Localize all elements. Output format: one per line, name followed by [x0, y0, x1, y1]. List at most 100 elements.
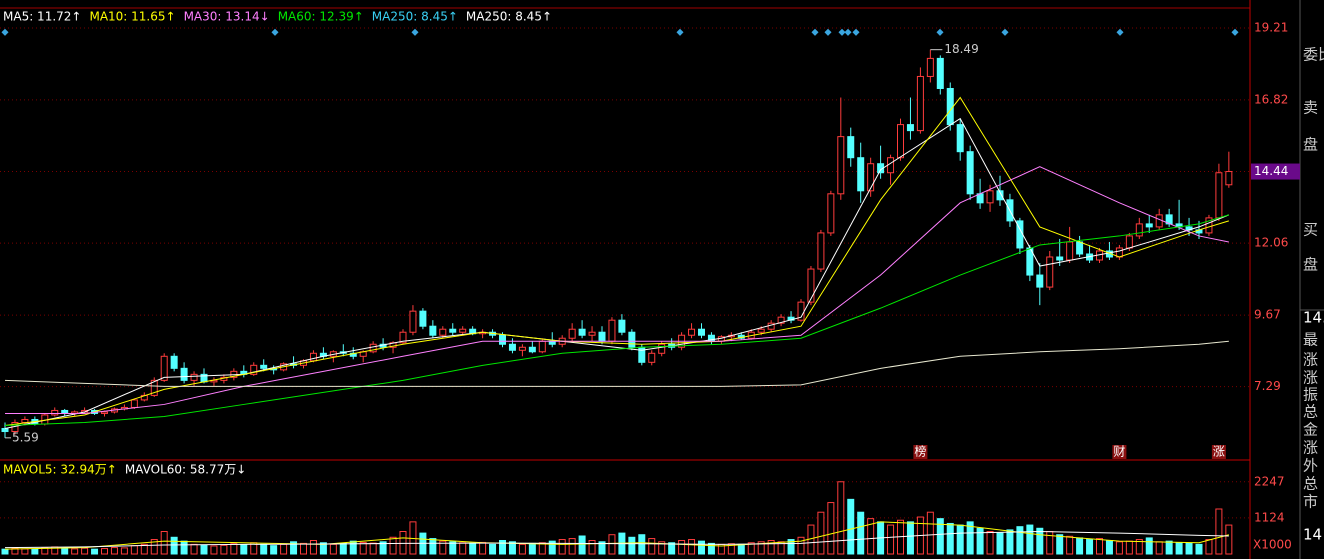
- event-icon: [844, 28, 852, 36]
- volume-bar: [449, 541, 457, 555]
- event-icon: [936, 28, 944, 36]
- volume-bar: [946, 522, 954, 555]
- candle-body: [688, 328, 696, 336]
- volume-bar: [479, 541, 487, 555]
- candle-body: [508, 343, 516, 351]
- candle-body: [827, 193, 835, 234]
- volume-bar: [598, 541, 606, 555]
- ma-line: [5, 166, 1229, 414]
- volume-bar: [558, 539, 566, 555]
- candle-body: [867, 163, 875, 192]
- side-panel-label: 金: [1303, 421, 1318, 439]
- candle-body: [101, 411, 108, 414]
- volume-bar: [936, 518, 944, 555]
- volume-bar: [847, 498, 855, 555]
- candle-body: [449, 328, 457, 333]
- volume-bar: [1185, 542, 1193, 555]
- volume-bar: [280, 543, 288, 555]
- y-tick-label: 14.44: [1254, 164, 1288, 178]
- volume-bar: [339, 542, 347, 555]
- volume-bar: [648, 538, 656, 555]
- volume-bar: [508, 541, 516, 555]
- volume-bar: [150, 539, 158, 555]
- candle-body: [260, 364, 268, 369]
- event-marker: 榜: [914, 444, 926, 459]
- volume-bar: [1175, 542, 1183, 555]
- candle-body: [837, 136, 845, 195]
- volume-bar: [329, 543, 337, 555]
- candle-body: [847, 136, 855, 159]
- volume-bar: [180, 540, 188, 555]
- volume-bar: [727, 543, 735, 555]
- legend-entry: MA5: 11.72↑: [3, 10, 81, 24]
- event-icon: [676, 28, 684, 36]
- volume-bar: [1135, 539, 1143, 555]
- side-panel-label: 委比: [1303, 46, 1324, 64]
- volume-bar: [200, 544, 208, 555]
- side-panel-label: 盘: [1303, 256, 1318, 274]
- candle-body: [439, 328, 447, 336]
- candle-body: [170, 355, 178, 369]
- candle-body: [1066, 241, 1074, 261]
- volume-bar: [160, 531, 168, 555]
- volume-bar: [359, 541, 367, 555]
- event-icon: [1, 28, 9, 36]
- volume-ma-line: [4, 521, 1229, 550]
- volume-bar: [399, 531, 407, 555]
- ma-line: [4, 96, 1229, 426]
- volume-bar: [698, 540, 705, 555]
- event-icon: [271, 28, 279, 36]
- volume-bar: [986, 531, 994, 555]
- volume-bar: [309, 540, 317, 555]
- volume-bar: [837, 481, 845, 555]
- side-panel-label: 涨: [1303, 369, 1318, 387]
- side-panel-label: 卖: [1303, 99, 1318, 117]
- volume-bar: [528, 542, 536, 555]
- y-tick-label: 12.06: [1254, 236, 1288, 250]
- volume-bar: [628, 536, 636, 555]
- volume-bar: [459, 542, 467, 555]
- volume-bar: [349, 540, 357, 555]
- volume-bar: [21, 548, 29, 555]
- volume-bar: [120, 547, 128, 555]
- volume-bar: [688, 539, 696, 555]
- volume-bar: [827, 502, 835, 555]
- volume-bar: [1076, 537, 1084, 555]
- event-marker-bg: [1211, 445, 1226, 459]
- side-panel-label: 买: [1303, 221, 1318, 239]
- low-label: 5.59: [12, 430, 39, 444]
- volume-unit: X1000: [1253, 538, 1292, 552]
- candle-body: [1155, 214, 1163, 228]
- candle-body: [1036, 274, 1044, 288]
- candle-body: [369, 343, 377, 353]
- y-tick-label: 19.21: [1254, 21, 1288, 35]
- volume-ma-line: [4, 530, 1229, 549]
- candle-body: [429, 325, 437, 336]
- candle-body: [897, 124, 904, 159]
- volume-tick-label: 1124: [1254, 510, 1285, 524]
- side-panel-label: 外: [1303, 457, 1318, 475]
- candle-body: [409, 310, 417, 333]
- volume-bar: [956, 524, 964, 555]
- candle-body: [628, 331, 636, 348]
- ma-line: [4, 117, 1230, 430]
- volume-bar: [260, 543, 268, 555]
- candle-body: [648, 352, 656, 363]
- y-tick-label: 16.82: [1254, 92, 1288, 106]
- volume-bar: [787, 539, 795, 555]
- volume-bar: [926, 511, 934, 555]
- candle-body: [916, 75, 924, 132]
- volume-bar: [668, 542, 676, 555]
- volume-bar: [1195, 543, 1203, 555]
- event-icon: [852, 28, 860, 36]
- volume-bar: [1115, 541, 1123, 555]
- candle-body: [309, 352, 317, 362]
- volume-bar: [817, 511, 825, 555]
- volume-bar: [608, 534, 616, 555]
- candle-body: [1135, 223, 1143, 237]
- candle-body: [698, 328, 705, 336]
- candle-body: [1145, 223, 1153, 228]
- volume-bar: [747, 542, 755, 555]
- candle-body: [936, 57, 944, 89]
